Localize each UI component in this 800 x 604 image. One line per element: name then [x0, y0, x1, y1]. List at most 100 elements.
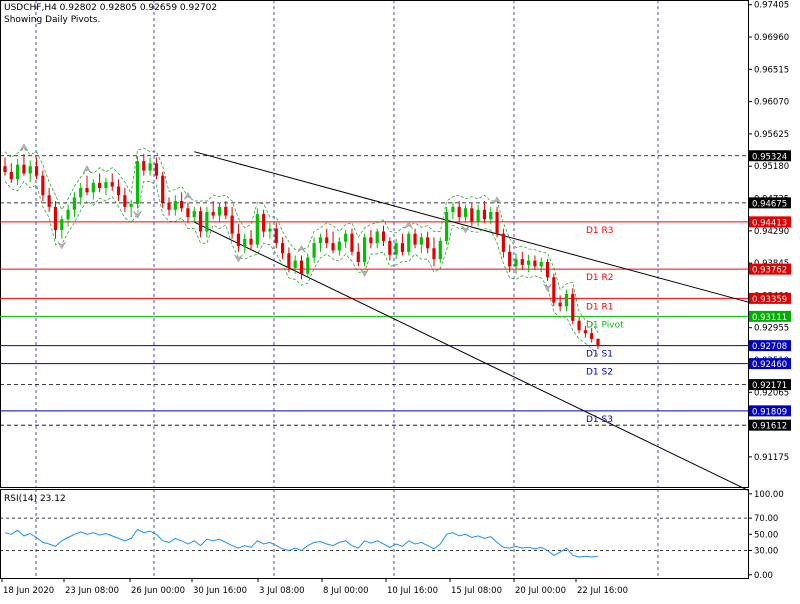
time-tick-label: 30 Jun 16:00	[193, 586, 247, 596]
price-tag-label: 0.94413	[752, 218, 787, 228]
pivot-label: D1 R2	[586, 273, 614, 283]
candle-body	[501, 233, 505, 252]
price-tag-box	[749, 197, 791, 209]
time-tick-label: 22 Jul 16:00	[577, 586, 628, 596]
candle-body	[463, 208, 468, 218]
candle-body	[482, 209, 487, 220]
candle-body	[116, 186, 121, 196]
candle-body	[489, 211, 493, 220]
price-tick-label: 0.95180	[754, 162, 789, 172]
candle-body	[110, 182, 114, 187]
candle-body	[280, 243, 285, 254]
candle-body	[318, 237, 323, 244]
candle-body	[104, 182, 108, 188]
candle-body	[426, 237, 430, 249]
price-tick-label: 0.91175	[754, 453, 789, 463]
candle-body	[583, 330, 587, 334]
price-tag-label: 0.93359	[752, 295, 787, 305]
candle-body	[224, 206, 228, 216]
candle-body	[9, 172, 13, 180]
candle-body	[16, 164, 20, 180]
candle-body	[508, 251, 512, 267]
rsi-tick-label: 30.00	[754, 546, 778, 556]
candle-body	[577, 320, 581, 331]
price-tag-label: 0.95324	[752, 152, 787, 162]
fractal-marker	[297, 244, 306, 253]
candle-body	[457, 206, 461, 218]
candle-body	[173, 201, 177, 210]
candle-body	[198, 211, 203, 232]
candle-body	[312, 243, 316, 258]
candle-body	[356, 251, 360, 263]
candle-body	[444, 211, 449, 241]
candle-body	[66, 209, 70, 220]
candle-body	[47, 195, 51, 207]
candle-body	[337, 241, 341, 251]
candle-body	[287, 253, 291, 268]
candle-body	[552, 277, 556, 303]
time-tick-label: 10 Jul 16:00	[387, 586, 438, 596]
candle-body	[381, 231, 386, 241]
candle-body	[230, 215, 234, 234]
price-tag-box	[749, 379, 791, 391]
price-tag-box	[749, 405, 791, 417]
time-tick-label: 18 Jun 2020	[3, 586, 54, 596]
candle-body	[306, 257, 310, 274]
candle-body	[571, 293, 575, 321]
main-plot-frame	[0, 0, 749, 488]
fractal-marker	[133, 211, 142, 219]
candle-body	[470, 208, 474, 222]
candle-body	[419, 237, 423, 245]
candle-body	[520, 259, 524, 265]
price-tag-label: 0.91809	[752, 407, 787, 417]
pivot-label: D1 S1	[586, 350, 613, 360]
price-tick-label: 0.96070	[754, 98, 789, 108]
rsi-tick-label: 100.00	[754, 490, 784, 500]
candle-body	[527, 260, 531, 265]
candle-body	[3, 166, 7, 173]
trend-line	[194, 221, 749, 491]
price-tick-label: 0.92065	[754, 388, 789, 398]
candle-body	[400, 243, 405, 252]
fractal-marker	[183, 191, 193, 200]
candle-body	[495, 211, 499, 234]
pivot-label: D1 R1	[586, 302, 614, 312]
candle-body	[192, 211, 196, 218]
time-tick-label: 15 Jul 08:00	[451, 586, 502, 596]
candle-body	[558, 302, 562, 307]
candle-body	[211, 211, 215, 216]
candle-body	[28, 166, 32, 174]
price-tick-label: 0.96960	[754, 33, 789, 43]
envelope-lower	[4, 180, 599, 356]
price-tag-box	[749, 292, 791, 304]
price-tag-label: 0.93762	[752, 266, 787, 276]
price-tag-label: 0.92460	[752, 360, 787, 370]
candle-body	[596, 338, 600, 347]
candle-body	[325, 237, 329, 244]
candle-body	[91, 182, 95, 193]
price-tag-box	[749, 263, 791, 275]
fractal-marker	[82, 165, 92, 173]
pivot-label: D1 R3	[586, 226, 614, 236]
chart-symbol-line: USDCHF,H4 0.92802 0.92805 0.92659 0.9270…	[4, 3, 218, 13]
rsi-line	[4, 528, 599, 558]
candle-body	[85, 187, 89, 193]
candle-body	[72, 197, 76, 210]
time-tick-label: 8 Jul 00:00	[323, 586, 369, 596]
fractal-marker	[492, 196, 502, 205]
rsi-tick-label: 0.00	[754, 571, 773, 581]
pivot-label: D1 Pivot	[586, 320, 624, 330]
candle-body	[344, 233, 348, 242]
fractal-marker	[543, 283, 552, 292]
candle-body	[394, 243, 398, 255]
candle-body	[299, 260, 304, 274]
candle-body	[476, 209, 480, 222]
candle-body	[274, 228, 278, 244]
chart-subtitle: Showing Daily Pivots.	[4, 15, 101, 25]
candle-body	[369, 237, 373, 244]
price-tag-label: 0.92708	[752, 342, 787, 352]
candle-body	[161, 175, 165, 203]
price-tag-box	[749, 340, 791, 352]
